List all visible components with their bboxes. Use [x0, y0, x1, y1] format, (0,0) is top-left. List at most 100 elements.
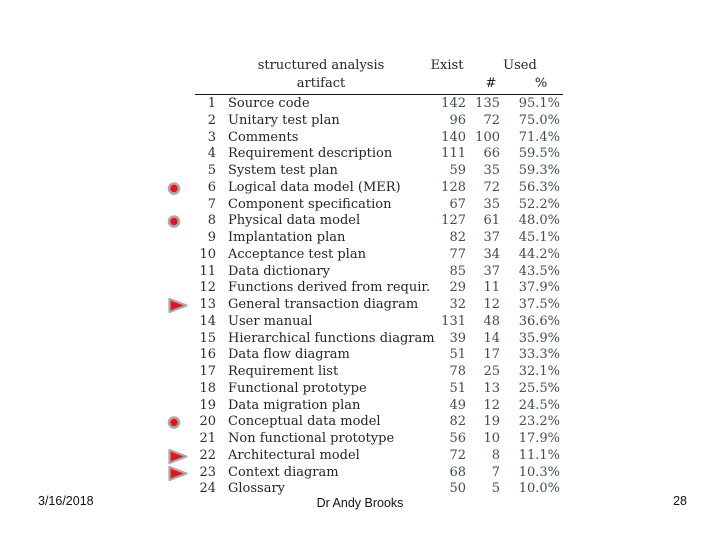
table-row: 17 Requirement list 78 25 32.1%	[167, 364, 567, 381]
column-header-artifact-line1: structured analysis	[257, 58, 385, 73]
exist-count: 67	[449, 196, 466, 212]
exist-count: 56	[449, 431, 466, 446]
artifact-name: Conceptual data model	[228, 414, 381, 430]
artifact-name: Functions derived from requir.	[228, 280, 431, 296]
row-marker	[167, 364, 190, 381]
row-number: 21	[199, 431, 216, 446]
used-percent: 11.1%	[518, 447, 560, 463]
row-number: 24	[199, 481, 216, 497]
slide-author: Dr Andy Brooks	[316, 496, 404, 510]
used-percent: 35.9%	[518, 330, 560, 346]
table-row: 21 Non functional prototype 56 10 17.9%	[167, 431, 567, 448]
used-count: 12	[483, 397, 500, 413]
row-number: 2	[207, 112, 216, 128]
red-circle-icon	[167, 214, 181, 229]
artifact-name: Logical data model (MER)	[228, 179, 401, 195]
table-row: 11 Data dictionary 85 37 43.5%	[167, 264, 567, 281]
used-percent: 75.0%	[518, 112, 560, 128]
used-percent: 56.3%	[518, 179, 560, 195]
row-number: 16	[199, 347, 216, 363]
exist-count: 50	[449, 481, 466, 497]
row-marker	[167, 398, 190, 415]
row-marker	[167, 381, 190, 398]
exist-count: 39	[449, 330, 466, 346]
used-count: 11	[483, 280, 500, 296]
used-count: 100	[475, 129, 500, 145]
used-percent: 23.2%	[518, 414, 560, 430]
table-row: 19 Data migration plan 49 12 24.5%	[167, 398, 567, 415]
artifact-name: Comments	[228, 129, 299, 145]
header-rule	[195, 94, 563, 95]
exist-count: 77	[449, 246, 466, 262]
table-row: 20 Conceptual data model 82 19 23.2%	[167, 414, 567, 431]
row-marker	[167, 180, 190, 197]
row-number: 11	[199, 263, 216, 279]
artifact-name: Requirement description	[228, 146, 393, 162]
artifact-name: Data flow diagram	[228, 347, 350, 363]
exist-count: 131	[441, 313, 466, 329]
artifact-name: Data dictionary	[228, 263, 330, 279]
exist-count: 85	[449, 263, 466, 279]
used-percent: 95.1%	[518, 96, 560, 111]
exist-count: 142	[441, 96, 466, 111]
artifact-name: Non functional prototype	[228, 431, 395, 446]
used-percent: 48.0%	[518, 213, 560, 229]
used-count: 25	[483, 364, 500, 379]
artifact-name: Acceptance test plan	[228, 246, 366, 262]
used-count: 72	[483, 179, 500, 195]
column-header-artifact-line2: artifact	[296, 76, 346, 91]
exist-count: 128	[441, 179, 466, 195]
table-row: 9 Implantation plan 82 37 45.1%	[167, 230, 567, 247]
row-marker	[167, 146, 190, 163]
used-percent: 71.4%	[518, 129, 560, 145]
used-percent: 52.2%	[518, 196, 560, 212]
exist-column-spacer	[410, 75, 466, 93]
row-number: 22	[199, 447, 216, 463]
used-count: 19	[483, 414, 500, 430]
red-triangle-icon	[167, 297, 189, 314]
used-count: 37	[483, 230, 500, 245]
artifact-name: Component specification	[228, 196, 392, 212]
artifact-name: Context diagram	[228, 464, 339, 480]
artifact-table: structured analysis Exist Used artifact …	[167, 57, 567, 498]
table-row: 2 Unitary test plan 96 72 75.0%	[167, 113, 567, 130]
column-header-used-percent: %	[534, 76, 548, 91]
column-header-used: Used	[503, 58, 537, 73]
marker-column-spacer	[167, 75, 190, 93]
used-percent: 43.5%	[518, 263, 560, 279]
column-header-used-count: #	[485, 76, 497, 91]
row-marker	[167, 130, 190, 147]
row-marker	[167, 331, 190, 348]
row-number: 14	[199, 313, 216, 329]
used-count: 7	[491, 464, 500, 480]
row-marker	[167, 297, 190, 314]
exist-count: 78	[449, 364, 466, 379]
table-header-line1: structured analysis Exist Used	[167, 57, 567, 75]
table-row: 15 Hierarchical functions diagram 39 14 …	[167, 331, 567, 348]
exist-count: 111	[441, 146, 466, 162]
artifact-name: User manual	[228, 313, 313, 329]
artifact-name: Requirement list	[228, 364, 339, 379]
slide-page-number: 28	[673, 494, 687, 508]
used-percent: 37.9%	[518, 280, 560, 296]
used-count: 13	[483, 380, 500, 396]
row-marker	[167, 264, 190, 281]
table-row: 10 Acceptance test plan 77 34 44.2%	[167, 247, 567, 264]
artifact-name: System test plan	[228, 163, 338, 178]
row-number: 8	[207, 213, 216, 229]
exist-count: 82	[449, 230, 466, 245]
row-number: 4	[207, 146, 216, 162]
artifact-name: Hierarchical functions diagram	[228, 330, 435, 346]
exist-count: 59	[449, 163, 466, 178]
table-row: 4 Requirement description 111 66 59.5%	[167, 146, 567, 163]
table-row: 16 Data flow diagram 51 17 33.3%	[167, 347, 567, 364]
row-number: 15	[199, 330, 216, 346]
row-marker	[167, 347, 190, 364]
row-number: 7	[207, 196, 216, 212]
exist-count: 140	[441, 129, 466, 145]
used-count: 34	[483, 246, 500, 262]
used-percent: 17.9%	[518, 431, 560, 446]
artifact-table-rows: 1 Source code 142 135 95.1% 2 Unitary te…	[167, 96, 567, 498]
row-number: 23	[199, 464, 216, 480]
row-marker	[167, 431, 190, 448]
